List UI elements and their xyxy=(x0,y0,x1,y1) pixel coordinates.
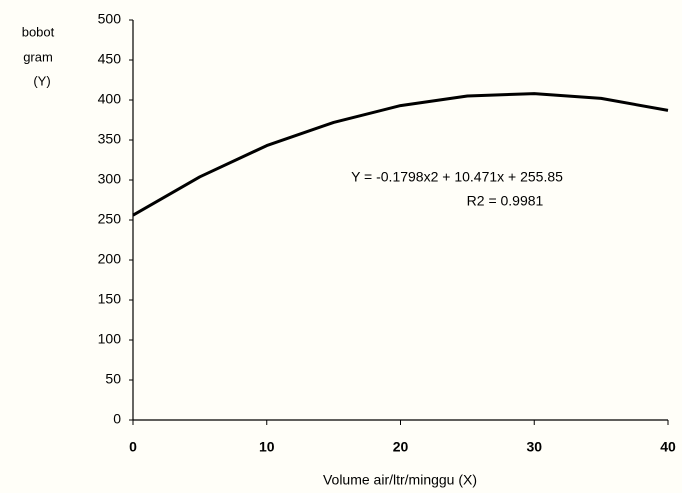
x-axis-label: Volume air/ltr/minggu (X) xyxy=(323,472,477,488)
y-tick-label: 100 xyxy=(98,331,122,347)
x-tick-label: 20 xyxy=(393,439,409,455)
y-axis-label: gram xyxy=(23,49,53,64)
y-tick-label: 350 xyxy=(98,131,122,147)
y-axis-label: bobot xyxy=(22,24,55,39)
y-tick-label: 500 xyxy=(98,11,122,27)
y-axis-label: (Y) xyxy=(33,73,50,88)
x-tick-label: 10 xyxy=(259,439,275,455)
y-tick-label: 300 xyxy=(98,171,122,187)
y-tick-label: 150 xyxy=(98,291,122,307)
y-tick-label: 400 xyxy=(98,91,122,107)
y-tick-label: 0 xyxy=(113,411,121,427)
y-tick-label: 250 xyxy=(98,211,122,227)
y-tick-label: 450 xyxy=(98,51,122,67)
annotation: Y = -0.1798x2 + 10.471x + 255.85 xyxy=(351,169,563,185)
annotation: R2 = 0.9981 xyxy=(467,193,544,209)
curve xyxy=(132,92,669,217)
x-tick-label: 40 xyxy=(660,439,676,455)
y-tick-label: 50 xyxy=(105,371,121,387)
x-tick-label: 0 xyxy=(129,439,137,455)
y-tick-label: 200 xyxy=(98,251,122,267)
x-tick-label: 30 xyxy=(526,439,542,455)
